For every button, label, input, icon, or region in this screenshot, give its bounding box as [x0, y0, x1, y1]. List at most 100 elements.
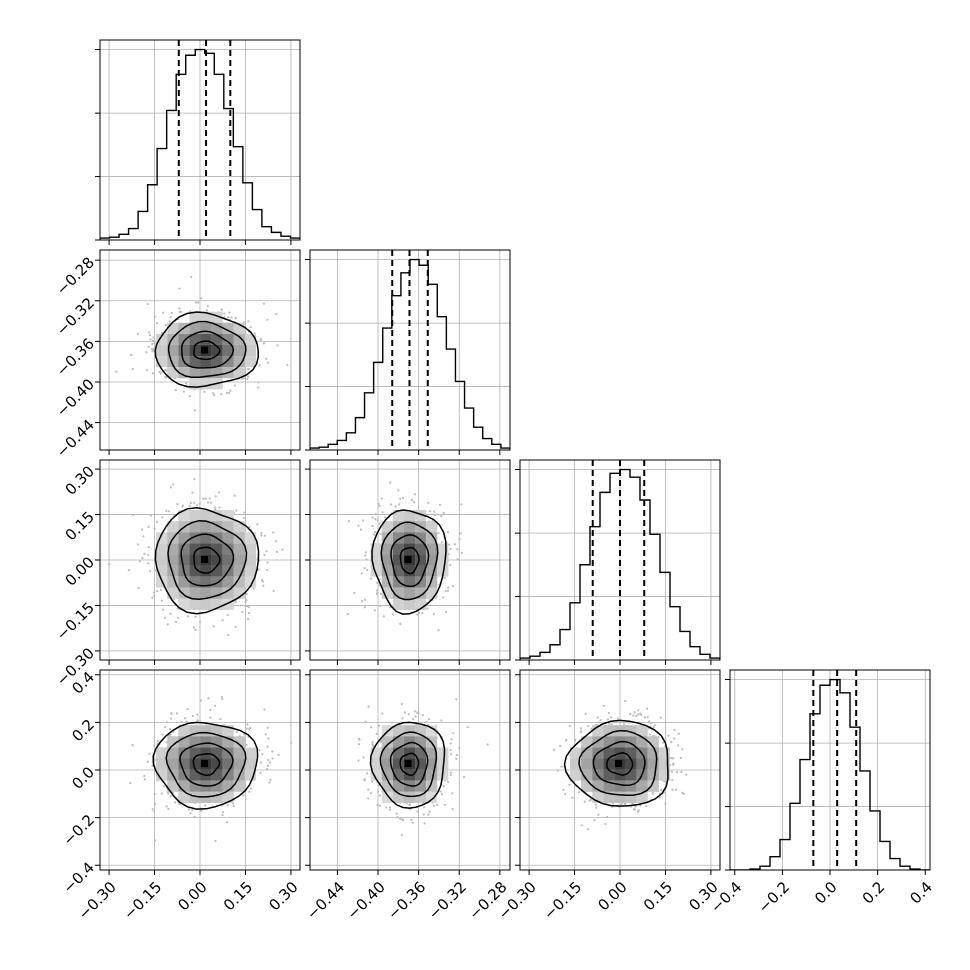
- sample-point: [235, 509, 238, 512]
- sample-point: [149, 338, 152, 341]
- sample-point: [646, 707, 649, 710]
- sample-point: [138, 560, 141, 563]
- density-cell: [167, 554, 179, 566]
- sample-point: [214, 495, 217, 498]
- panel-frame: [309, 669, 511, 871]
- density-cell: [415, 791, 427, 803]
- sample-point: [359, 528, 363, 531]
- sample-point: [268, 761, 272, 764]
- sample-point: [384, 516, 387, 519]
- density-cell: [167, 736, 179, 748]
- sample-point: [670, 740, 673, 744]
- sample-point: [153, 792, 156, 796]
- density-cell: [167, 587, 179, 599]
- sample-point: [659, 716, 662, 719]
- sample-point: [385, 806, 388, 809]
- density-cell: [167, 322, 179, 334]
- sample-point: [228, 391, 231, 395]
- sample-point: [229, 389, 232, 392]
- sample-point: [455, 698, 458, 701]
- density-cell: [426, 587, 438, 599]
- sample-point: [389, 481, 392, 484]
- density-cell: [392, 510, 404, 522]
- density-cell: [222, 356, 234, 368]
- density-cell: [211, 356, 223, 368]
- sample-point: [411, 821, 414, 824]
- sample-point: [367, 797, 370, 800]
- x-tick-label-p0: 0.00: [174, 878, 210, 914]
- density-peak: [201, 760, 209, 768]
- contour-0: [606, 752, 634, 776]
- density-cell: [222, 554, 234, 566]
- sample-point: [209, 708, 212, 711]
- sample-point: [258, 749, 261, 752]
- sample-point: [170, 712, 173, 715]
- sample-point: [560, 765, 563, 768]
- sample-point: [156, 322, 159, 325]
- density-cell: [244, 747, 257, 759]
- density-cell: [211, 747, 223, 759]
- density-cell: [211, 322, 223, 334]
- density-cell: [244, 543, 257, 555]
- sample-point: [169, 486, 172, 489]
- density-cell: [178, 769, 190, 781]
- contour-0: [192, 752, 221, 777]
- panel-frame: [99, 669, 301, 871]
- sample-point: [180, 310, 183, 314]
- sample-point: [129, 353, 133, 356]
- sample-point: [379, 781, 382, 784]
- density-cell: [392, 543, 404, 555]
- sample-point: [371, 743, 374, 746]
- density-cell: [189, 543, 201, 555]
- density-cell: [156, 344, 168, 357]
- sample-point: [232, 804, 235, 808]
- density-cell: [189, 521, 201, 533]
- sample-point: [596, 716, 599, 719]
- histogram-p3: [730, 678, 930, 870]
- sample-point: [436, 803, 439, 806]
- sample-point: [448, 543, 451, 546]
- sample-point: [449, 771, 453, 774]
- sample-point: [629, 712, 632, 715]
- density-cell: [233, 780, 245, 792]
- sample-point: [247, 605, 250, 608]
- sample-point: [357, 524, 360, 527]
- sample-point: [414, 715, 417, 718]
- sample-point: [165, 721, 169, 724]
- sample-point: [593, 819, 596, 822]
- density-cell: [200, 565, 212, 577]
- density-cell: [211, 333, 223, 345]
- sample-point: [422, 813, 425, 816]
- sample-point: [634, 805, 637, 808]
- density-cell: [222, 576, 234, 588]
- sample-point: [673, 728, 676, 731]
- sample-point: [169, 794, 172, 798]
- sample-point: [153, 839, 157, 842]
- density-cell: [189, 378, 201, 390]
- sample-point: [194, 628, 197, 631]
- density-cell: [200, 510, 212, 522]
- density-cell: [603, 780, 615, 792]
- sample-point: [394, 505, 397, 508]
- sample-point: [204, 497, 207, 500]
- sample-point: [677, 732, 681, 735]
- sample-point: [427, 501, 430, 504]
- sample-point: [259, 338, 263, 341]
- density-cell: [244, 356, 257, 368]
- density-cell: [200, 543, 212, 555]
- sample-point: [374, 518, 377, 521]
- sample-point: [151, 372, 155, 375]
- sample-point: [181, 505, 184, 508]
- sample-point: [169, 717, 173, 720]
- density-cell: [403, 736, 416, 748]
- sample-point: [361, 600, 364, 603]
- sample-point: [639, 712, 642, 715]
- sample-point: [583, 800, 586, 803]
- density-cell: [233, 356, 245, 368]
- density-cell: [381, 791, 393, 803]
- sample-point: [604, 822, 607, 826]
- sample-point: [639, 804, 642, 807]
- density-cell: [370, 747, 382, 759]
- density-cell: [403, 598, 416, 610]
